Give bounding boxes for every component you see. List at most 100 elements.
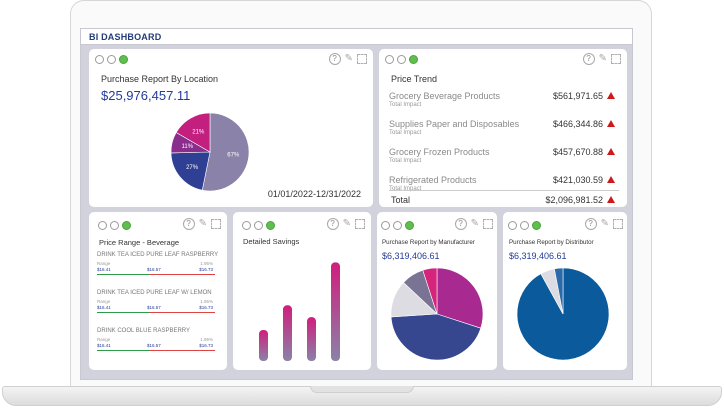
- expand-icon[interactable]: [355, 219, 365, 229]
- price-trend-row[interactable]: Refrigerated Products Total Impact $421,…: [389, 175, 619, 199]
- trend-up-icon: [607, 120, 615, 127]
- range-bar: [97, 312, 215, 313]
- control-dot[interactable]: [508, 221, 517, 230]
- price-range-item[interactable]: DRINK TEA ICED PURE LEAF RASPBERRY Range…: [97, 252, 219, 276]
- row-sub: Total Impact: [389, 186, 422, 192]
- range-low: $16.41: [97, 343, 111, 348]
- row-name: Grocery Beverage Products: [389, 91, 501, 101]
- location-pie-slice[interactable]: [201, 112, 250, 192]
- row-name: Supplies Paper and Disposables: [389, 119, 520, 129]
- pencil-icon[interactable]: ✎: [598, 53, 607, 64]
- control-dot-active[interactable]: [409, 55, 418, 64]
- expand-icon[interactable]: [613, 219, 623, 229]
- dashboard-title: BI DASHBOARD: [89, 32, 162, 42]
- window-controls: [242, 221, 275, 230]
- savings-bar[interactable]: [259, 329, 268, 361]
- savings-bar[interactable]: [331, 262, 340, 361]
- location-amount: $25,976,457.11: [101, 88, 191, 103]
- control-dot[interactable]: [397, 55, 406, 64]
- window-controls: [385, 55, 418, 64]
- price-trend-row[interactable]: Grocery Frozen Products Total Impact $45…: [389, 147, 619, 171]
- expand-icon[interactable]: [611, 54, 621, 64]
- help-icon[interactable]: ?: [582, 53, 595, 65]
- help-icon[interactable]: ?: [328, 53, 341, 65]
- control-dot-active[interactable]: [119, 55, 128, 64]
- location-pie-slice[interactable]: [170, 151, 211, 191]
- range-bar: [97, 350, 215, 351]
- pencil-icon[interactable]: ✎: [198, 218, 207, 229]
- pencil-icon[interactable]: ✎: [342, 218, 351, 229]
- expand-icon[interactable]: [483, 219, 493, 229]
- price-range-title: Price Range - Beverage: [99, 238, 180, 247]
- distributor-card: ? ✎ Purchase Report by Distributor $6,31…: [503, 212, 627, 370]
- control-dot-active[interactable]: [122, 221, 131, 230]
- window-controls: [95, 55, 128, 64]
- control-dot-active[interactable]: [405, 221, 414, 230]
- control-dot[interactable]: [110, 221, 119, 230]
- price-trend-row[interactable]: Supplies Paper and Disposables Total Imp…: [389, 119, 619, 143]
- range-mid: $16.57: [147, 305, 161, 310]
- price-trend-row[interactable]: Grocery Beverage Products Total Impact $…: [389, 91, 619, 115]
- control-dot[interactable]: [385, 55, 394, 64]
- card-tools: ? ✎: [582, 53, 621, 65]
- price-trend-card: ? ✎ Price Trend Grocery Beverage Product…: [379, 49, 627, 207]
- total-label: Total: [391, 195, 411, 205]
- location-pie-slice[interactable]: [175, 112, 211, 153]
- row-sub: Total Impact: [389, 158, 422, 164]
- manufacturer-pie-slice[interactable]: [390, 313, 482, 361]
- row-name: Grocery Frozen Products: [389, 147, 490, 157]
- control-dot-active[interactable]: [266, 221, 275, 230]
- distributor-pie-slice[interactable]: [554, 267, 564, 315]
- location-title: Purchase Report By Location: [101, 74, 219, 84]
- pencil-icon[interactable]: ✎: [600, 218, 609, 229]
- range-pct: 1.95%: [200, 261, 213, 266]
- price-range-item[interactable]: DRINK COOL BLUE RASPBERRY Range 1.95% $1…: [97, 328, 215, 352]
- date-range: 01/01/2022-12/31/2022: [267, 189, 361, 199]
- control-dot[interactable]: [242, 221, 251, 230]
- control-dot-active[interactable]: [532, 221, 541, 230]
- control-dot[interactable]: [381, 221, 390, 230]
- location-pie-slice-label: 11%: [182, 144, 194, 150]
- range-pct: 1.95%: [200, 299, 213, 304]
- window-controls: [508, 221, 541, 230]
- laptop-notch: [310, 386, 414, 393]
- price-range-item[interactable]: DRINK TEA ICED PURE LEAF W/ LEMON Range …: [97, 290, 215, 314]
- pencil-icon[interactable]: ✎: [470, 218, 479, 229]
- control-dot[interactable]: [254, 221, 263, 230]
- expand-icon[interactable]: [211, 219, 221, 229]
- savings-bar[interactable]: [307, 317, 316, 361]
- manufacturer-pie-slice[interactable]: [436, 267, 484, 329]
- range-label: Range: [97, 261, 111, 266]
- window-controls: [98, 221, 131, 230]
- dashboard-screen: BI DASHBOARD ? ✎ Purchase Report By Loca…: [80, 28, 633, 380]
- savings-bar[interactable]: [283, 305, 292, 361]
- manufacturer-pie-slice[interactable]: [422, 267, 438, 315]
- row-value: $457,670.88: [552, 147, 603, 157]
- help-icon[interactable]: ?: [584, 218, 597, 230]
- control-dot[interactable]: [520, 221, 529, 230]
- row-value: $561,971.65: [552, 91, 603, 101]
- trend-up-icon: [607, 196, 615, 203]
- card-tools: ? ✎: [326, 218, 365, 230]
- range-mid: $16.57: [147, 267, 161, 272]
- card-tools: ? ✎: [454, 218, 493, 230]
- control-dot[interactable]: [107, 55, 116, 64]
- savings-card: ? ✎ Detailed Savings: [233, 212, 371, 370]
- help-icon[interactable]: ?: [326, 218, 339, 230]
- control-dot[interactable]: [95, 55, 104, 64]
- help-icon[interactable]: ?: [182, 218, 195, 230]
- range-bar: [97, 274, 215, 275]
- expand-icon[interactable]: [357, 54, 367, 64]
- help-icon[interactable]: ?: [454, 218, 467, 230]
- item-name: DRINK TEA ICED PURE LEAF RASPBERRY: [97, 252, 219, 258]
- row-sub: Total Impact: [389, 102, 422, 108]
- pencil-icon[interactable]: ✎: [344, 53, 353, 64]
- window-controls: [381, 221, 414, 230]
- range-pct: 1.95%: [200, 337, 213, 342]
- row-sub: Total Impact: [389, 130, 422, 136]
- control-dot[interactable]: [393, 221, 402, 230]
- control-dot[interactable]: [98, 221, 107, 230]
- location-pie-slice-label: 67%: [227, 152, 240, 158]
- card-tools: ? ✎: [584, 218, 623, 230]
- trend-up-icon: [607, 148, 615, 155]
